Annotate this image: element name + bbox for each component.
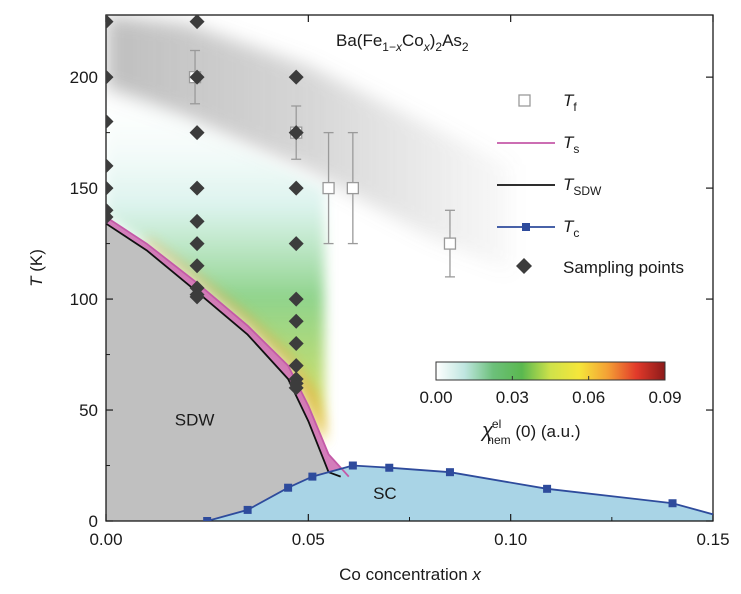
colorbar-ticks: 0.00 0.03 0.06 0.09 — [419, 376, 682, 407]
series-line-tc — [206, 464, 713, 521]
sampling-point — [106, 69, 114, 85]
sampling-point — [106, 158, 114, 174]
tc-point — [668, 499, 677, 508]
sdw-region — [106, 223, 341, 521]
sampling-point — [288, 358, 304, 374]
colorbar: 0.00 0.03 0.06 0.09 χel nem (0) (a.u.) — [419, 361, 682, 447]
x-tick-label: 0.10 — [494, 530, 527, 549]
nematic-region — [106, 77, 325, 444]
legend-marker-sampling — [516, 258, 532, 274]
sampling-point — [189, 15, 205, 30]
legend-label-tc: Tc — [563, 217, 579, 240]
y-tick-label: 100 — [70, 290, 98, 309]
tc-point — [284, 483, 293, 492]
legend-label-tf: Tf — [563, 91, 577, 114]
fluctuation-band — [106, 15, 511, 273]
region-label-sc: SC — [373, 484, 397, 503]
sampling-point — [189, 180, 205, 196]
colorbar-tick-label: 0.00 — [419, 388, 452, 407]
sampling-point — [288, 335, 304, 351]
series-layer — [106, 15, 713, 521]
structural-band — [106, 217, 349, 477]
series-line-ts — [106, 216, 350, 478]
legend-marker-tc — [522, 223, 530, 231]
tc-point — [445, 468, 454, 477]
colorbar-tick-label: 0.06 — [572, 388, 605, 407]
tc-point — [348, 461, 357, 470]
sampling-point — [288, 313, 304, 329]
sampling-point — [288, 380, 304, 396]
legend-marker-tf — [518, 94, 531, 107]
sampling-point — [288, 236, 304, 252]
y-tick-label: 150 — [70, 179, 98, 198]
sampling-point — [189, 213, 205, 229]
tf-point — [346, 181, 359, 195]
sampling-point — [288, 180, 304, 196]
legend-label-sampling: Sampling points — [563, 258, 684, 277]
tc-point — [543, 484, 552, 493]
background-layer — [106, 15, 713, 521]
x-axis-label: Co concentration x — [339, 565, 481, 584]
colorbar-tick-label: 0.03 — [496, 388, 529, 407]
colorbar-gradient — [435, 361, 666, 381]
sampling-point — [106, 114, 114, 130]
sampling-point — [106, 180, 114, 196]
sampling-point — [189, 258, 205, 274]
series-line-tsdw — [106, 222, 342, 478]
legend-label-tsdw: TSDW — [563, 175, 602, 198]
sampling-point — [288, 291, 304, 307]
tc-point — [203, 517, 212, 521]
overlay-layer: SDW SC — [175, 411, 397, 503]
y-axis-label: T (K) — [27, 249, 46, 287]
colorbar-label: χel nem (0) (a.u.) — [480, 417, 581, 447]
tf-point — [443, 237, 457, 250]
tc-point — [243, 505, 252, 514]
sampling-point — [189, 125, 205, 141]
tc-point — [308, 472, 317, 481]
chart-title: Ba(Fe1−xCox)2As2 — [336, 31, 469, 54]
sampling-point — [106, 209, 114, 225]
tc-point — [385, 463, 394, 472]
y-tick-label: 0 — [89, 512, 98, 531]
legend: Tf Ts TSDW Tc Sampling points — [497, 91, 684, 277]
x-tick-label: 0.15 — [696, 530, 729, 549]
sampling-point — [189, 289, 205, 305]
sampling-point — [288, 69, 304, 85]
sc-region — [207, 465, 713, 521]
tf-point — [322, 181, 335, 195]
x-tick-label: 0.00 — [89, 530, 122, 549]
sampling-point — [288, 125, 304, 141]
region-label-sdw: SDW — [175, 411, 215, 430]
x-tick-label: 0.05 — [292, 530, 325, 549]
sampling-point — [189, 69, 205, 85]
sampling-point — [106, 15, 114, 30]
sampling-point — [189, 236, 205, 252]
y-tick-label: 200 — [70, 68, 98, 87]
colorbar-tick-label: 0.09 — [648, 388, 681, 407]
axes: 0.00 0.05 0.10 0.15 0 50 100 150 200 — [70, 15, 730, 549]
legend-label-ts: Ts — [563, 133, 579, 156]
y-tick-label: 50 — [79, 401, 98, 420]
